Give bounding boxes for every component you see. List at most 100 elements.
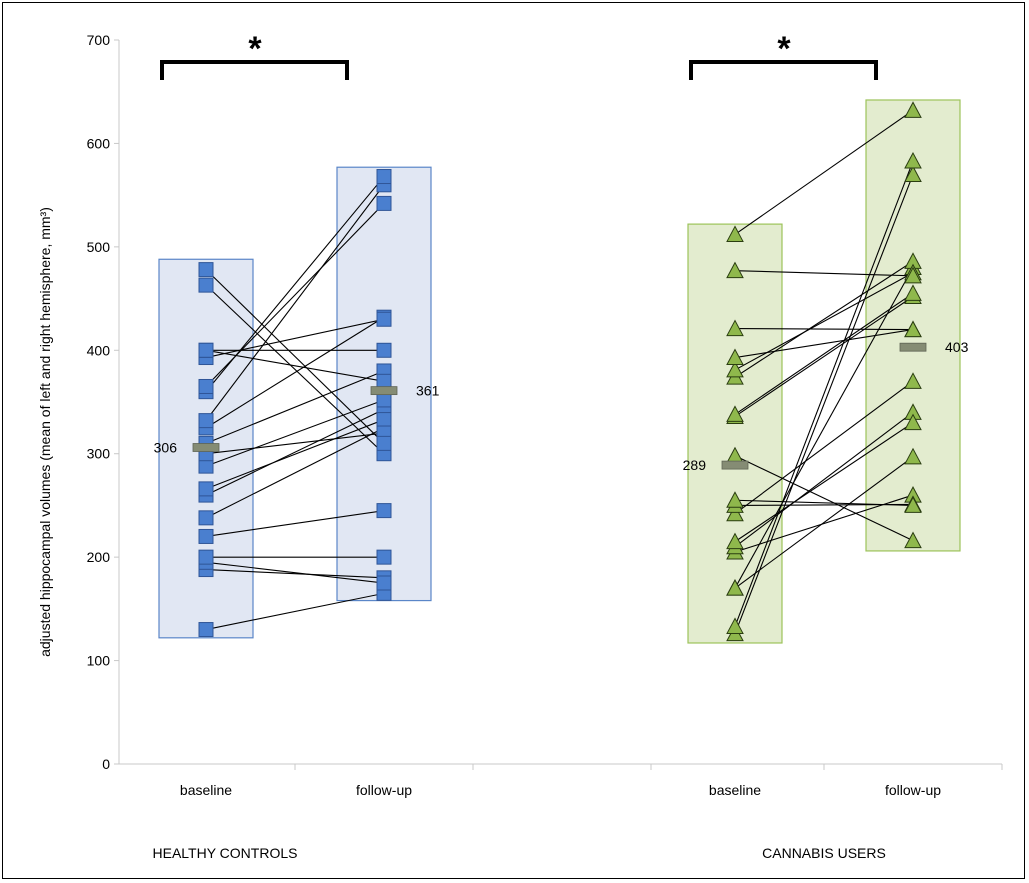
square-marker bbox=[198, 481, 214, 497]
square-marker bbox=[376, 435, 392, 451]
category-label: baseline bbox=[180, 782, 232, 798]
pair-line bbox=[205, 419, 385, 490]
pair-line bbox=[734, 292, 914, 415]
square-marker bbox=[198, 528, 214, 544]
significance-star: * bbox=[248, 30, 262, 68]
pair-line bbox=[734, 422, 914, 543]
pair-line bbox=[205, 370, 385, 444]
square-marker bbox=[198, 378, 214, 394]
range-box bbox=[687, 223, 783, 644]
significance-bracket bbox=[160, 60, 349, 80]
square-marker bbox=[376, 503, 392, 519]
mean-marker bbox=[721, 460, 749, 470]
pair-line bbox=[734, 456, 914, 589]
square-marker bbox=[198, 277, 214, 293]
pair-line bbox=[734, 455, 914, 542]
mean-label: 403 bbox=[945, 339, 969, 355]
pair-line bbox=[205, 184, 385, 421]
significance-star: * bbox=[777, 30, 791, 68]
triangle-marker bbox=[726, 532, 744, 550]
triangle-marker bbox=[904, 447, 922, 465]
pair-line bbox=[734, 328, 914, 331]
square-marker bbox=[198, 413, 214, 429]
square-marker bbox=[198, 458, 214, 474]
pair-line bbox=[205, 561, 385, 584]
pair-line bbox=[205, 432, 385, 455]
y-tick-label: 300 bbox=[87, 446, 111, 462]
y-tick-label: 400 bbox=[87, 342, 111, 358]
pair-line bbox=[734, 109, 914, 235]
y-tick-label: 100 bbox=[87, 653, 111, 669]
y-axis: 0 100 200 300 400 500 600 700 bbox=[87, 32, 1003, 772]
y-axis-title: adjusted hippocampal volumes (mean of le… bbox=[37, 207, 53, 657]
triangle-marker bbox=[904, 165, 922, 182]
mean-label: 306 bbox=[154, 440, 178, 456]
mean-label: 361 bbox=[416, 383, 440, 399]
pair-line bbox=[205, 318, 385, 359]
triangle-marker bbox=[726, 617, 744, 634]
y-tick-label: 700 bbox=[87, 32, 111, 48]
pair-line bbox=[734, 380, 914, 515]
labels: adjusted hippocampal volumes (mean of le… bbox=[37, 207, 969, 861]
pair-line bbox=[205, 284, 385, 455]
pair-line bbox=[734, 260, 914, 378]
mean-marker bbox=[899, 342, 927, 352]
pair-line bbox=[734, 499, 914, 506]
pair-line bbox=[734, 272, 914, 371]
triangle-marker bbox=[904, 413, 922, 431]
data-points bbox=[198, 101, 922, 642]
triangle-marker bbox=[904, 151, 922, 169]
significance-bracket bbox=[689, 60, 878, 80]
triangle-marker bbox=[726, 504, 744, 522]
pair-line bbox=[205, 427, 385, 519]
triangle-marker bbox=[726, 491, 744, 508]
group-label: CANNABIS USERS bbox=[762, 845, 886, 861]
square-marker bbox=[376, 575, 392, 591]
pair-line bbox=[205, 399, 385, 467]
triangle-marker bbox=[904, 284, 922, 301]
pair-line bbox=[205, 316, 385, 429]
pair-line bbox=[205, 569, 385, 579]
pair-line bbox=[734, 270, 914, 277]
triangle-marker bbox=[904, 531, 922, 549]
square-marker bbox=[376, 412, 392, 428]
triangle-marker bbox=[726, 319, 744, 337]
connecting-lines bbox=[205, 109, 914, 634]
square-marker bbox=[198, 262, 214, 278]
category-label: follow-up bbox=[356, 782, 412, 798]
triangle-marker bbox=[726, 348, 744, 366]
category-label: baseline bbox=[709, 782, 761, 798]
triangle-marker bbox=[726, 225, 744, 242]
triangle-marker bbox=[726, 405, 744, 422]
triangle-marker bbox=[904, 320, 922, 338]
square-marker bbox=[376, 169, 392, 185]
range-boxes bbox=[158, 99, 961, 644]
pair-line bbox=[205, 269, 385, 444]
pair-line bbox=[734, 296, 914, 417]
pair-line bbox=[734, 160, 914, 627]
triangle-marker bbox=[904, 266, 922, 284]
square-marker bbox=[376, 373, 392, 389]
square-marker bbox=[198, 342, 214, 358]
triangle-marker bbox=[904, 496, 922, 513]
mean-label: 289 bbox=[683, 457, 707, 473]
square-marker bbox=[376, 549, 392, 565]
triangle-marker bbox=[726, 360, 744, 378]
group-label: HEALTHY CONTROLS bbox=[153, 845, 298, 861]
y-tick-label: 200 bbox=[87, 549, 111, 565]
square-marker bbox=[376, 392, 392, 408]
square-marker bbox=[376, 342, 392, 358]
pair-line bbox=[734, 329, 914, 359]
square-marker bbox=[198, 622, 214, 638]
mean-markers bbox=[192, 342, 927, 470]
mean-marker bbox=[370, 386, 398, 396]
pair-line bbox=[205, 592, 385, 631]
pair-line bbox=[205, 510, 385, 538]
square-marker bbox=[376, 311, 392, 327]
y-tick-label: 500 bbox=[87, 239, 111, 255]
pair-line bbox=[205, 349, 385, 382]
square-marker bbox=[376, 195, 392, 211]
triangle-marker bbox=[726, 579, 744, 596]
